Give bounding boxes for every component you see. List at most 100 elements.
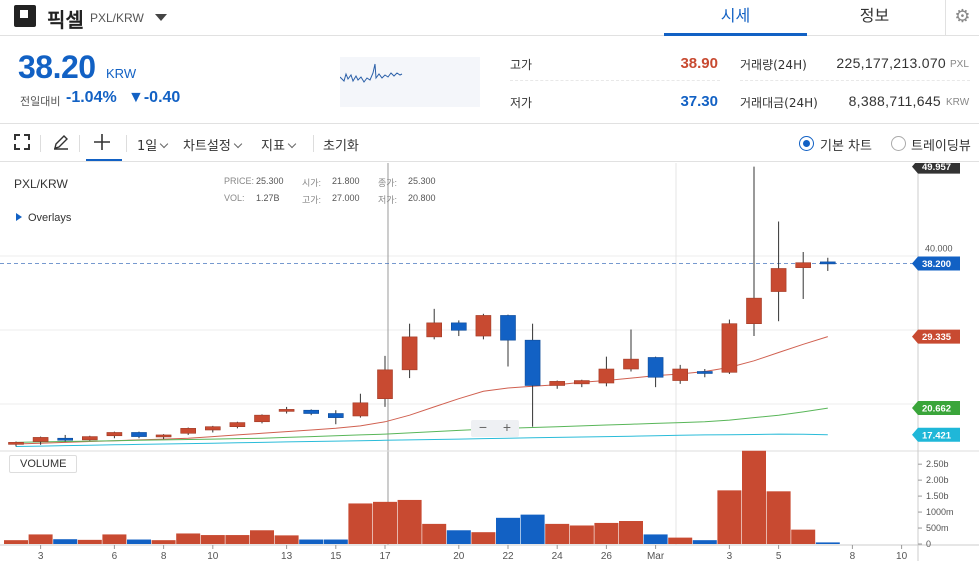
sparkline: [340, 57, 480, 107]
volume-tick-label: 500m: [926, 523, 949, 533]
volume-tick-label: 2.50b: [926, 459, 949, 469]
volume-bars: [4, 450, 840, 544]
price-badge-label: 20.662: [922, 404, 951, 415]
volume-tick-label: 0: [926, 539, 931, 549]
candle-body: [82, 436, 98, 441]
volume-bar: [53, 539, 78, 544]
amount-label: 거래대금(24H): [740, 96, 818, 110]
volume-bar: [348, 503, 373, 544]
summary-divider: [510, 80, 720, 81]
zoom-in-button[interactable]: +: [502, 419, 512, 435]
tradingview-radio[interactable]: [891, 136, 906, 151]
candle-body: [180, 428, 196, 434]
moving-average-line: [15, 433, 828, 447]
high-label: 고가: [510, 58, 533, 72]
volume-bar: [520, 514, 545, 544]
toolbar-separator: [126, 135, 127, 152]
legend-high-value: 27.000: [332, 193, 360, 203]
tab-price[interactable]: 시세: [664, 0, 807, 36]
volume-bar: [274, 535, 299, 544]
x-tick-label: 10: [207, 551, 219, 561]
x-tick-label: 13: [281, 551, 293, 561]
overlays-label: Overlays: [28, 212, 72, 224]
volume-label: 거래량(24H): [740, 58, 807, 72]
volume-bar: [545, 523, 570, 544]
triangle-right-icon: [16, 213, 22, 221]
candle-body: [475, 315, 492, 337]
volume-unit: PXL: [950, 59, 969, 70]
moving-average-line: [15, 407, 828, 443]
price-badge: [912, 401, 960, 416]
chevron-down-icon: [159, 139, 169, 149]
change-label: 전일대비: [20, 95, 61, 108]
candle-body: [500, 315, 516, 341]
volume-bar: [422, 523, 447, 544]
chart-canvas[interactable]: 40.000 2.50b 2.00b 1.50b 1000m 500m 0 3 6 8 10 13 15…: [0, 159, 979, 561]
coin-select-caret-icon[interactable]: [155, 14, 167, 21]
candle-body: [327, 413, 344, 418]
candle-body: [155, 434, 172, 438]
current-price: 38.20: [18, 49, 96, 85]
chart-toolbar: 1일 차트설정 지표 초기화 기본 차트 트레이딩뷰: [0, 125, 979, 162]
volume-bar: [373, 501, 397, 544]
tab-info[interactable]: 정보: [859, 6, 890, 25]
pencil-icon[interactable]: [51, 133, 71, 153]
legend-high-label: 고가:: [302, 195, 322, 205]
candle-body: [450, 322, 467, 331]
x-tick-label: 3: [727, 551, 733, 561]
candle-body: [131, 432, 147, 437]
candle-body: [746, 297, 762, 324]
reset-button[interactable]: 초기화: [323, 139, 359, 154]
volume-bar: [397, 499, 422, 544]
candle-body: [106, 432, 123, 437]
x-tick-label: 3: [38, 551, 44, 561]
zoom-out-button[interactable]: −: [478, 419, 488, 435]
indicators-label: 지표: [261, 139, 285, 154]
basic-chart-radio[interactable]: [799, 136, 814, 151]
candle-body: [696, 371, 713, 374]
volume-bar: [791, 529, 816, 544]
overlays-toggle[interactable]: Overlays: [16, 212, 71, 224]
change-rate: -1.04%: [66, 89, 117, 106]
volume-bar: [323, 539, 348, 544]
volume-bar: [668, 537, 693, 544]
indicators-select[interactable]: 지표: [261, 135, 297, 154]
legend-close-label: 종가:: [378, 178, 398, 188]
interval-label: 1일: [137, 139, 158, 154]
chart-pair-label: PXL/KRW: [14, 177, 68, 191]
tradingview-label[interactable]: 트레이딩뷰: [911, 139, 971, 154]
volume-bar: [815, 542, 840, 544]
x-tick-label: 20: [453, 551, 465, 561]
toolbar-separator: [79, 135, 80, 152]
legend-vol-label: VOL:: [224, 193, 245, 203]
legend-close-value: 25.300: [408, 176, 436, 186]
volume-bar: [28, 534, 53, 544]
candle-body: [770, 268, 787, 292]
candle-body: [32, 437, 49, 442]
price-badge-label: 17.421: [922, 430, 952, 441]
price-badge-label: 49.957: [922, 163, 951, 173]
volume-bar: [766, 491, 791, 544]
interval-select[interactable]: 1일: [137, 135, 169, 154]
moving-average-line: [15, 336, 828, 445]
candle-body: [598, 368, 615, 384]
volume-value: 225,177,213.070: [836, 55, 946, 71]
chart-settings-select[interactable]: 차트설정: [183, 135, 243, 154]
candle-body: [721, 323, 738, 373]
gear-icon[interactable]: ⚙: [945, 0, 979, 36]
price-badge-label: 29.335: [922, 332, 952, 343]
basic-chart-label[interactable]: 기본 차트: [820, 139, 872, 154]
x-tick-label: 26: [601, 551, 613, 561]
coin-name: 픽셀: [47, 8, 84, 32]
candle-body: [573, 380, 590, 385]
volume-bar: [569, 525, 594, 544]
ohlc-legend: PRICE: 25.300 시가: 21.800 종가: 25.300: [224, 176, 436, 188]
crosshair-icon[interactable]: [92, 133, 112, 153]
toolbar-separator: [313, 135, 314, 152]
fullscreen-icon[interactable]: [12, 133, 32, 153]
volume-bar: [102, 534, 127, 544]
volume-bar: [717, 490, 742, 544]
price-chart[interactable]: 40.000 2.50b 2.00b 1.50b 1000m 500m 0 3 6 8 10 13 15…: [0, 159, 979, 561]
volume-bar: [200, 535, 225, 544]
price-summary: 38.20 KRW 전일대비 -1.04% ▼-0.40 고가 38.90 저가…: [0, 37, 979, 124]
